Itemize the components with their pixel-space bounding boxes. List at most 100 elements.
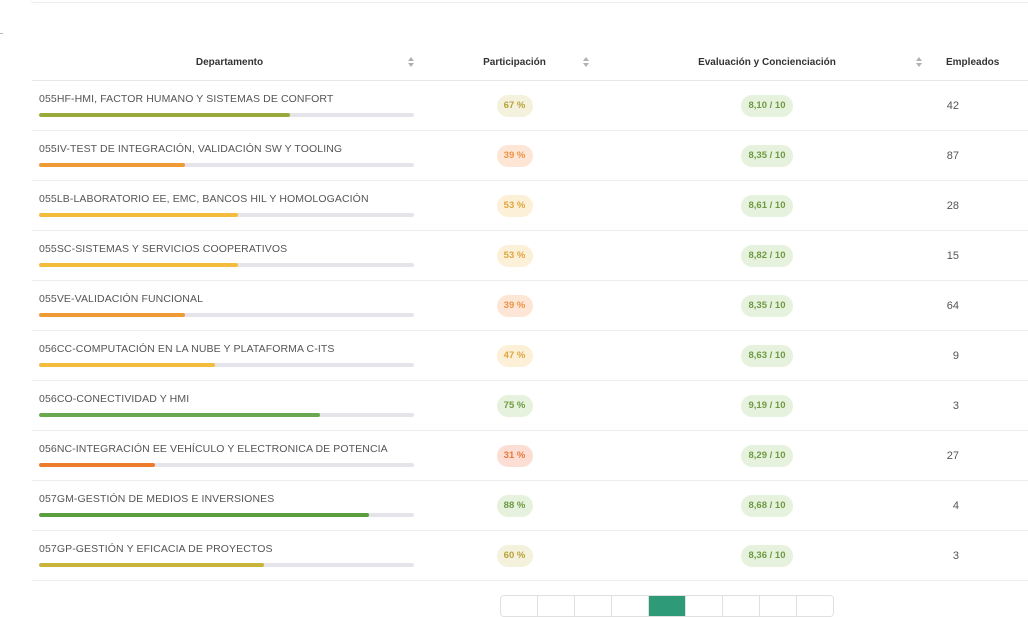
header-participacion[interactable]: Participación [427, 45, 602, 81]
participation-bar [39, 112, 414, 117]
employees-cell: 28 [932, 180, 1028, 231]
participation-bar [39, 362, 414, 367]
evaluation-cell: 8,36 / 10 [602, 530, 932, 581]
participation-cell: 67 % [427, 80, 602, 131]
page-button[interactable] [797, 596, 833, 616]
participation-bar [39, 262, 414, 267]
participation-cell: 60 % [427, 530, 602, 581]
employees-cell: 15 [932, 230, 1028, 281]
participation-cell: 39 % [427, 130, 602, 181]
participation-badge: 67 % [496, 94, 533, 117]
employees-cell: 3 [932, 380, 1028, 431]
header-departamento-label: Departamento [195, 57, 264, 68]
dept-name: 057GP-GESTIÓN Y EFICACIA DE PROYECTOS [39, 542, 273, 555]
employees-cell: 9 [932, 330, 1028, 381]
participation-cell: 31 % [427, 430, 602, 481]
evaluation-badge: 8,10 / 10 [740, 94, 794, 117]
employees-cell: 27 [932, 430, 1028, 481]
participation-badge: 39 % [496, 294, 533, 317]
evaluation-cell: 8,35 / 10 [602, 280, 932, 331]
sort-icon[interactable] [408, 57, 416, 69]
participation-bar-fill [39, 362, 216, 367]
header-departamento[interactable]: Departamento [32, 45, 427, 81]
evaluation-cell: 9,19 / 10 [602, 380, 932, 431]
page-button[interactable] [686, 596, 723, 616]
employees-cell: 4 [932, 480, 1028, 531]
evaluation-badge: 8,82 / 10 [740, 244, 794, 267]
dept-cell: 056CC-COMPUTACIÓN EN LA NUBE Y PLATAFORM… [32, 330, 427, 381]
participation-bar-fill [39, 562, 264, 567]
participation-cell: 88 % [427, 480, 602, 531]
page-button-active[interactable] [649, 596, 686, 616]
evaluation-badge: 8,63 / 10 [740, 344, 794, 367]
participation-badge: 60 % [496, 544, 533, 567]
participation-badge: 88 % [496, 494, 533, 517]
participation-bar-fill [39, 262, 238, 267]
header-empleados[interactable]: Empleados [932, 45, 1028, 81]
page-button[interactable] [501, 596, 538, 616]
participation-bar [39, 212, 414, 217]
pagination [500, 595, 834, 617]
participation-bar [39, 412, 414, 417]
sort-icon[interactable] [583, 57, 591, 69]
participation-bar-fill [39, 162, 186, 167]
participation-badge: 47 % [496, 344, 533, 367]
top-card [30, 0, 1028, 3]
dept-cell: 056NC-INTEGRACIÓN EE VEHÍCULO Y ELECTRON… [32, 430, 427, 481]
evaluation-badge: 8,68 / 10 [740, 494, 794, 517]
sort-icon[interactable] [916, 57, 924, 69]
participation-badge: 31 % [496, 444, 533, 467]
dept-cell: 056CO-CONECTIVIDAD Y HMI [32, 380, 427, 431]
table-row[interactable]: 055HF-HMI, FACTOR HUMANO Y SISTEMAS DE C… [32, 80, 1028, 131]
participation-badge: 39 % [496, 144, 533, 167]
participation-bar-fill [39, 412, 321, 417]
page-button[interactable] [612, 596, 649, 616]
table-row[interactable]: 057GM-GESTIÓN DE MEDIOS E INVERSIONES 88… [32, 480, 1028, 531]
table-row[interactable]: 056NC-INTEGRACIÓN EE VEHÍCULO Y ELECTRON… [32, 430, 1028, 481]
participation-badge: 53 % [496, 244, 533, 267]
table-row[interactable]: 057GP-GESTIÓN Y EFICACIA DE PROYECTOS 60… [32, 530, 1028, 581]
employees-cell: 87 [932, 130, 1028, 181]
dept-cell: 055IV-TEST DE INTEGRACIÓN, VALIDACIÓN SW… [32, 130, 427, 181]
participation-cell: 39 % [427, 280, 602, 331]
dept-name: 055HF-HMI, FACTOR HUMANO Y SISTEMAS DE C… [39, 92, 334, 105]
table-row[interactable]: 055SC-SISTEMAS Y SERVICIOS COOPERATIVOS … [32, 230, 1028, 281]
evaluation-cell: 8,29 / 10 [602, 430, 932, 481]
participation-bar [39, 462, 414, 467]
header-evaluacion[interactable]: Evaluación y Concienciación [602, 45, 932, 81]
dept-name: 055SC-SISTEMAS Y SERVICIOS COOPERATIVOS [39, 242, 288, 255]
participation-bar [39, 562, 414, 567]
participation-bar-fill [39, 512, 369, 517]
evaluation-cell: 8,35 / 10 [602, 130, 932, 181]
table-row[interactable]: 055LB-LABORATORIO EE, EMC, BANCOS HIL Y … [32, 180, 1028, 231]
table-header-row: Departamento Participación Evaluación y … [32, 45, 1028, 81]
participation-badge: 53 % [496, 194, 533, 217]
dept-cell: 057GM-GESTIÓN DE MEDIOS E INVERSIONES [32, 480, 427, 531]
table-row[interactable]: 056CO-CONECTIVIDAD Y HMI 75 % 9,19 / 10 … [32, 380, 1028, 431]
table-row[interactable]: 055IV-TEST DE INTEGRACIÓN, VALIDACIÓN SW… [32, 130, 1028, 181]
evaluation-cell: 8,61 / 10 [602, 180, 932, 231]
dept-name: 055VE-VALIDACIÓN FUNCIONAL [39, 292, 204, 305]
participation-cell: 75 % [427, 380, 602, 431]
dept-name: 057GM-GESTIÓN DE MEDIOS E INVERSIONES [39, 492, 275, 505]
page-button[interactable] [723, 596, 760, 616]
departments-table: Departamento Participación Evaluación y … [32, 45, 1028, 581]
evaluation-cell: 8,63 / 10 [602, 330, 932, 381]
table-row[interactable]: 056CC-COMPUTACIÓN EN LA NUBE Y PLATAFORM… [32, 330, 1028, 381]
page-button[interactable] [760, 596, 797, 616]
dept-name: 056CC-COMPUTACIÓN EN LA NUBE Y PLATAFORM… [39, 342, 335, 355]
participation-bar-fill [39, 462, 156, 467]
employees-cell: 3 [932, 530, 1028, 581]
evaluation-badge: 8,29 / 10 [740, 444, 794, 467]
employees-cell: 42 [932, 80, 1028, 131]
page-button[interactable] [575, 596, 612, 616]
dept-name: 055LB-LABORATORIO EE, EMC, BANCOS HIL Y … [39, 192, 369, 205]
table-row[interactable]: 055VE-VALIDACIÓN FUNCIONAL 39 % 8,35 / 1… [32, 280, 1028, 331]
dept-name: 055IV-TEST DE INTEGRACIÓN, VALIDACIÓN SW… [39, 142, 343, 155]
participation-cell: 47 % [427, 330, 602, 381]
evaluation-cell: 8,82 / 10 [602, 230, 932, 281]
page-button[interactable] [538, 596, 575, 616]
dept-cell: 055SC-SISTEMAS Y SERVICIOS COOPERATIVOS [32, 230, 427, 281]
participation-cell: 53 % [427, 180, 602, 231]
dept-name: 056NC-INTEGRACIÓN EE VEHÍCULO Y ELECTRON… [39, 442, 388, 455]
